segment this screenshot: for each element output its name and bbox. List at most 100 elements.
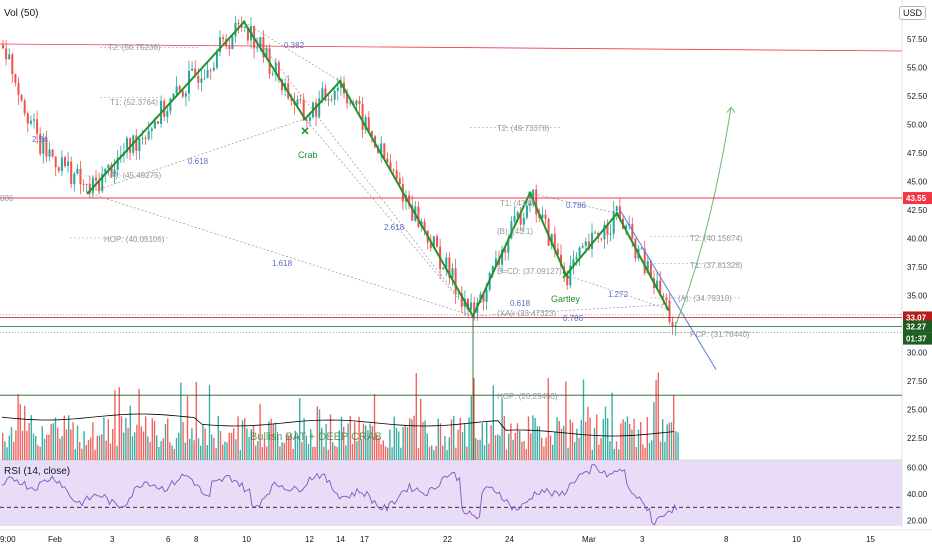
volume-bar: [532, 415, 534, 460]
candle-body: [315, 102, 318, 117]
harmonic-zigzag: [86, 20, 670, 318]
candle-body: [457, 293, 460, 295]
volume-bar: [131, 436, 134, 460]
volume-bar: [607, 418, 609, 460]
candle-body: [82, 184, 85, 185]
candle-body: [525, 205, 528, 218]
price-axis-panel[interactable]: [902, 0, 932, 550]
rsi-axis-tick: 60.00: [907, 463, 928, 472]
candle-body: [67, 161, 70, 166]
candle-body: [659, 280, 662, 296]
volume-bar: [673, 395, 675, 460]
candle-body: [85, 183, 88, 185]
volume-bar: [659, 441, 662, 460]
volume-bar: [112, 429, 114, 460]
volume-bar: [281, 442, 283, 460]
volume-bar: [516, 423, 519, 460]
volume-bar: [305, 435, 307, 460]
volume-bar: [327, 449, 329, 460]
candle: [237, 19, 240, 34]
volume-bar: [241, 420, 244, 460]
candle: [296, 95, 299, 107]
candle: [556, 243, 559, 255]
candle-body: [265, 48, 268, 58]
volume-bar: [499, 435, 501, 460]
price-badge-text: 33.07: [906, 313, 927, 322]
volume-bar: [554, 431, 556, 460]
volume-bar: [257, 441, 259, 460]
volume-bar: [182, 421, 184, 460]
volume-bar: [127, 427, 129, 460]
price-badge-bg: [903, 192, 932, 205]
candle-body: [417, 206, 420, 227]
volume-bar: [473, 378, 475, 460]
volume-bar: [424, 420, 426, 460]
volume-bar: [329, 414, 332, 460]
candle-body: [591, 232, 593, 249]
volume-bar: [6, 447, 8, 460]
candle-body: [603, 224, 606, 240]
candle-body: [11, 54, 14, 75]
volume-bar: [642, 444, 644, 460]
volume-bar: [670, 422, 673, 460]
volume-bar: [230, 432, 233, 460]
volume-bar: [217, 415, 219, 460]
candle-body: [64, 157, 66, 166]
volume-bar: [490, 425, 492, 460]
candle-body: [451, 268, 454, 278]
currency-button[interactable]: USD: [898, 6, 926, 20]
volume-bar: [250, 429, 252, 460]
annotation-labels: T2: (56.75236) T1: (52.3764) A): (45.49275…: [0, 41, 750, 443]
volume-bar: [24, 405, 26, 460]
candle-body: [305, 120, 308, 121]
candle-body: [460, 293, 463, 307]
time-axis-label: 14: [336, 535, 345, 544]
volume-bar: [142, 431, 145, 460]
volume-bar: [600, 438, 602, 460]
candle-body: [70, 161, 73, 185]
level-label-right: (A): (34.79310): [678, 294, 732, 303]
volume-bar: [138, 388, 140, 460]
volume-bar: [228, 432, 230, 460]
volume-bar: [2, 432, 4, 460]
volume-bar: [107, 419, 109, 460]
level-label-right: T1: (43.8): [500, 199, 535, 208]
volume-bar: [63, 415, 65, 460]
candle-body: [519, 212, 522, 225]
volume-bar: [277, 434, 279, 460]
candle: [448, 252, 451, 284]
volume-bar: [239, 449, 241, 460]
volume-bar: [404, 425, 406, 460]
rsi-indicator-label[interactable]: RSI (14, close): [4, 466, 71, 477]
candle-body: [625, 225, 628, 229]
volume-indicator-label[interactable]: Vol (50): [4, 8, 39, 19]
candle: [126, 136, 128, 159]
candle-body: [643, 248, 646, 273]
time-axis-label: 3: [110, 535, 115, 544]
volume-bar: [292, 449, 294, 460]
candle: [569, 255, 572, 289]
candle: [11, 52, 14, 83]
candle-body: [141, 138, 144, 139]
candle-body: [54, 156, 57, 168]
candle: [535, 184, 538, 223]
candle-body: [20, 95, 23, 101]
watermark-label: Bullish BAT + DEEP CRAB: [250, 431, 382, 443]
volume-bar: [164, 424, 167, 460]
candle: [358, 96, 361, 115]
volume-bar: [316, 406, 318, 460]
candle-body: [665, 297, 668, 301]
candle: [212, 61, 215, 72]
ratio-line-xd: [87, 192, 474, 317]
candle: [386, 152, 389, 163]
volume-bar: [215, 448, 217, 460]
volume-bar: [580, 419, 582, 460]
candle-body: [246, 27, 249, 41]
ratio-label: 0.786: [563, 314, 584, 323]
volume-bar: [140, 426, 142, 460]
candle-body: [324, 88, 327, 101]
volume-bar: [10, 427, 13, 460]
candle-body: [640, 248, 643, 250]
